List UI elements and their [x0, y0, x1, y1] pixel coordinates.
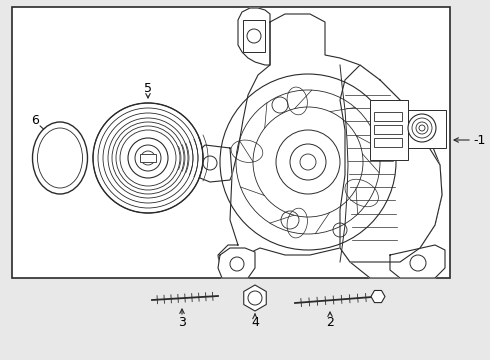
Polygon shape [218, 14, 442, 278]
Polygon shape [238, 8, 270, 65]
Circle shape [419, 125, 425, 131]
Circle shape [135, 145, 161, 171]
Text: 5: 5 [144, 81, 152, 94]
Text: -1: -1 [473, 134, 486, 147]
Circle shape [416, 122, 428, 134]
Circle shape [203, 156, 217, 170]
Circle shape [412, 118, 432, 138]
Bar [140, 154, 156, 162]
Polygon shape [340, 65, 442, 262]
Circle shape [408, 114, 436, 142]
Circle shape [248, 291, 262, 305]
Circle shape [230, 257, 244, 271]
Circle shape [290, 144, 326, 180]
Text: 3: 3 [178, 315, 186, 328]
Circle shape [128, 138, 168, 178]
Polygon shape [390, 245, 445, 278]
Circle shape [93, 103, 203, 213]
Ellipse shape [32, 122, 88, 194]
Circle shape [141, 151, 155, 165]
Text: 6: 6 [31, 113, 39, 126]
Bar [243, 20, 265, 52]
Bar [12, 7, 450, 278]
Bar [374, 138, 402, 147]
Bar [374, 112, 402, 121]
Bar [408, 110, 446, 148]
Polygon shape [371, 291, 385, 303]
Text: 4: 4 [251, 315, 259, 328]
Polygon shape [218, 248, 255, 278]
Bar [374, 125, 402, 134]
Circle shape [276, 130, 340, 194]
Circle shape [300, 154, 316, 170]
Circle shape [247, 29, 261, 43]
Text: 2: 2 [326, 315, 334, 328]
Circle shape [410, 255, 426, 271]
Polygon shape [244, 285, 266, 311]
Bar [370, 100, 408, 160]
Polygon shape [196, 145, 232, 182]
